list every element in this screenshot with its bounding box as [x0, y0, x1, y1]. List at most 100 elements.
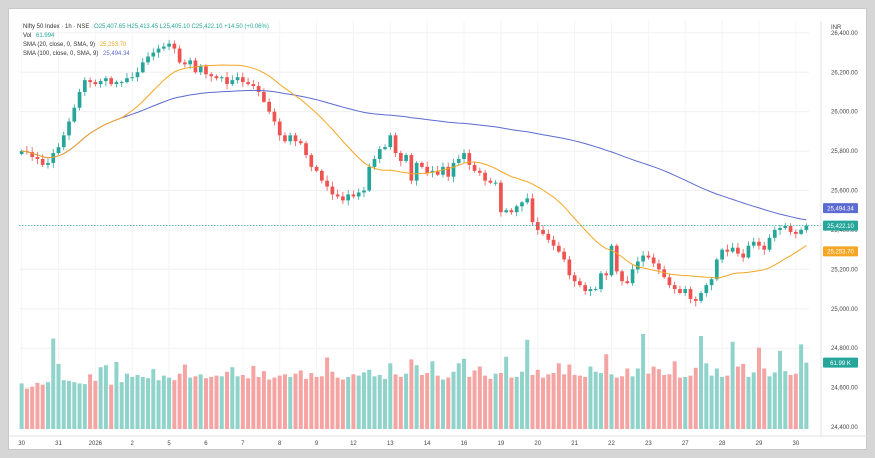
- candle: [135, 67, 140, 82]
- candle: [520, 200, 524, 212]
- candle-body: [140, 62, 145, 73]
- candle-body: [467, 153, 472, 165]
- volume-bar: [772, 372, 777, 429]
- time-tick-label: 12: [350, 441, 357, 447]
- candle-body: [672, 285, 677, 290]
- candle-body: [688, 289, 693, 299]
- volume-bar: [614, 377, 619, 429]
- candle-body: [572, 275, 577, 282]
- candle-body: [235, 77, 240, 81]
- volume-bar: [93, 380, 98, 429]
- price-tick-label: 26,400.00: [831, 31, 858, 37]
- candle-body: [462, 153, 466, 159]
- volume-bar: [188, 377, 193, 429]
- candle-body: [67, 121, 71, 136]
- volume-bar: [456, 363, 461, 429]
- candle-body: [535, 222, 540, 230]
- candle-body: [198, 66, 203, 73]
- candle-body: [451, 162, 456, 177]
- candlestick-chart[interactable]: 24,400.00 24,600.00 24,800.00 25,000.00 25,2…: [9, 9, 868, 451]
- candle: [588, 286, 593, 297]
- candle: [693, 296, 698, 307]
- time-axis[interactable]: 30 31 2026 2 5 6 7 8 9 12 13 14 16 19 20 21 22 23 27 28 29 30: [9, 435, 868, 447]
- time-tick-label: 2: [131, 441, 135, 447]
- candle-body: [678, 289, 682, 294]
- volume-bar: [446, 377, 451, 429]
- price-badges: 25,494.34 25,422.10 25,253.70 61.99 K: [823, 203, 858, 368]
- sma-100-legend-row[interactable]: SMA (100, close, 0, SMA, 9) 25,494.34: [23, 50, 269, 59]
- volume-bar: [635, 368, 640, 429]
- volume-bar: [778, 350, 783, 429]
- symbol-title[interactable]: Nifty 50 Index · 1h · NSE: [23, 24, 90, 30]
- volume-bar: [98, 367, 103, 429]
- volume-bar: [293, 373, 298, 429]
- time-tick-label: 30: [18, 441, 25, 447]
- sma-20-legend-row[interactable]: SMA (20, close, 0, SMA, 9) 25,253.70: [23, 41, 269, 50]
- candle-body: [346, 194, 351, 201]
- last-price-badge-bg: [823, 220, 858, 231]
- volume-bar: [88, 374, 93, 429]
- candle: [736, 242, 740, 257]
- candle: [477, 167, 482, 177]
- currency-label: INR: [831, 25, 842, 31]
- candle: [156, 44, 161, 58]
- candle-body: [193, 60, 198, 73]
- candle-body: [441, 166, 445, 175]
- volume-bar: [735, 366, 740, 429]
- volume-bar: [235, 376, 240, 429]
- candle: [804, 223, 809, 233]
- candle: [383, 144, 387, 151]
- volume-badge-bg: [823, 357, 858, 368]
- candle: [451, 158, 456, 183]
- chart-legend: Nifty 50 Index · 1h · NSE O25,407.65 H25…: [23, 23, 269, 59]
- time-tick-label: 13: [387, 441, 394, 447]
- candle: [319, 169, 324, 184]
- candle: [467, 149, 472, 171]
- candle: [246, 77, 250, 86]
- candle: [362, 186, 366, 198]
- volume-bar: [467, 376, 472, 429]
- candle: [704, 282, 709, 297]
- candle-body: [246, 82, 250, 85]
- volume-bar: [40, 384, 45, 429]
- sma-20-badge-bg: [823, 246, 858, 257]
- candle-body: [509, 210, 514, 213]
- candle: [578, 278, 582, 288]
- candle-body: [225, 77, 229, 85]
- candle: [272, 108, 277, 126]
- candle: [630, 264, 635, 286]
- price-axis[interactable]: 24,400.00 24,600.00 24,800.00 25,000.00 25,2…: [820, 21, 858, 437]
- candle-body: [298, 141, 303, 144]
- candle-body: [30, 152, 35, 158]
- candle-body: [425, 166, 430, 173]
- candle: [672, 281, 677, 294]
- candle-body: [778, 227, 782, 230]
- candle-body: [483, 172, 487, 181]
- volume-bar: [61, 380, 66, 429]
- candle: [541, 225, 545, 236]
- candle-body: [556, 245, 561, 252]
- candle: [330, 181, 335, 200]
- volume-bar: [672, 361, 677, 429]
- candle: [799, 227, 803, 236]
- candle: [504, 208, 509, 214]
- candle-body: [209, 74, 214, 77]
- chart-panel[interactable]: 24,400.00 24,600.00 24,800.00 25,000.00 25,2…: [8, 8, 868, 451]
- candle-body: [109, 78, 114, 85]
- candle: [61, 131, 66, 151]
- ohlc-values: O25,407.65 H25,413.45 L25,405.10 C25,422…: [94, 24, 269, 30]
- candle: [51, 148, 56, 168]
- candle-body: [188, 60, 193, 65]
- volume-legend-row[interactable]: Vol 61.994: [23, 32, 269, 41]
- volume-bar: [114, 361, 119, 429]
- candle: [493, 180, 498, 186]
- symbol-row[interactable]: Nifty 50 Index · 1h · NSE O25,407.65 H25…: [23, 23, 269, 32]
- candle: [235, 72, 240, 84]
- volume-bar: [156, 380, 161, 429]
- volume-bar: [198, 374, 203, 429]
- candle: [620, 269, 624, 286]
- candle: [556, 241, 561, 254]
- sma-100-badge-bg: [823, 203, 858, 214]
- volume-bar: [393, 374, 398, 429]
- candle-body: [104, 78, 108, 82]
